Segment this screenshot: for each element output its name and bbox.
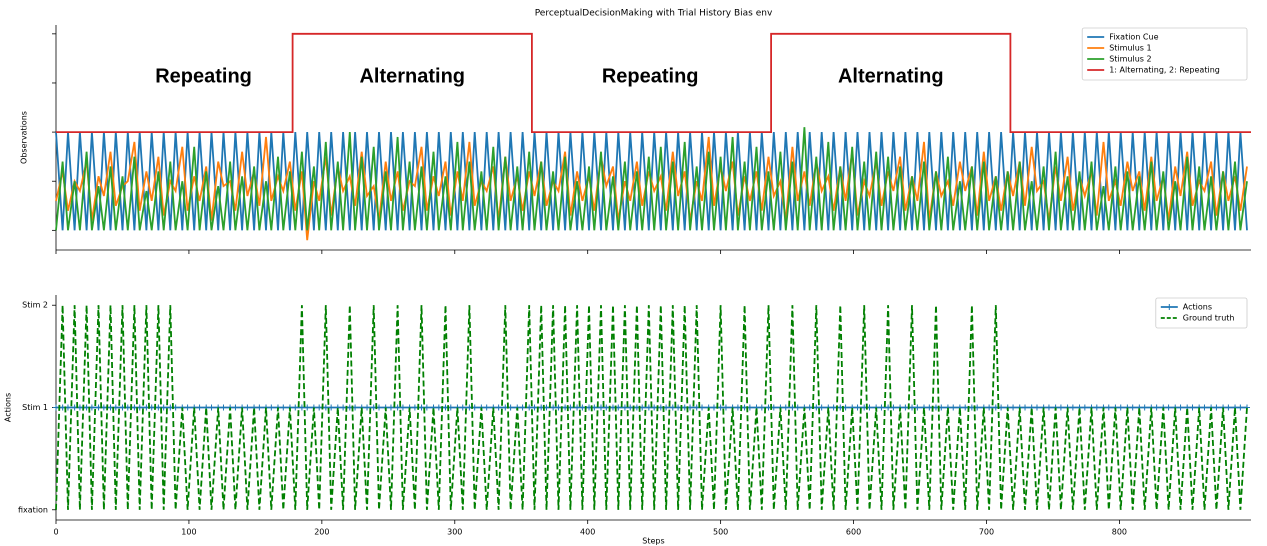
y-tick-label: Stim 2	[22, 301, 48, 310]
y-axis-label: Actions	[4, 393, 13, 422]
legend-label: Ground truth	[1183, 314, 1235, 323]
x-tick-label: 500	[713, 528, 728, 537]
annotation: Alternating	[359, 65, 465, 87]
x-tick-label: 700	[979, 528, 994, 537]
x-tick-label: 300	[447, 528, 462, 537]
x-tick-label: 400	[580, 528, 595, 537]
legend-frame	[1081, 27, 1248, 81]
legend: Fixation Cue Stimulus 1 Stimulus 2 1: Alter…	[1081, 27, 1248, 81]
x-tick-label: 800	[1112, 528, 1127, 537]
legend-label: Actions	[1183, 303, 1212, 312]
x-axis-label: Steps	[642, 537, 664, 546]
annotation: Repeating	[155, 65, 252, 87]
x-tick-label: 100	[181, 528, 196, 537]
legend-marker	[1166, 304, 1173, 310]
x-tick-label: 0	[53, 528, 58, 537]
chart-title: PerceptualDecisionMaking with Trial Hist…	[535, 9, 773, 19]
legend-label: Fixation Cue	[1109, 33, 1158, 42]
y-tick-label: Stim 1	[22, 403, 48, 412]
series-line	[56, 32, 1251, 133]
legend-label: Stimulus 2	[1109, 55, 1151, 64]
x-tick-label: 200	[314, 528, 329, 537]
legend-frame	[1155, 297, 1248, 329]
series-line	[55, 127, 1248, 231]
legend-label: Stimulus 1	[1109, 44, 1151, 53]
y-axis-label: Observations	[20, 111, 29, 164]
series-line	[55, 305, 1248, 510]
y-tick-label: fixation	[18, 505, 48, 514]
x-tick-label: 600	[846, 528, 861, 537]
legend: Actions Ground truth	[1155, 297, 1248, 329]
annotation: Repeating	[602, 65, 699, 87]
annotation: Alternating	[838, 65, 944, 87]
legend-label: 1: Alternating, 2: Repeating	[1109, 66, 1220, 75]
